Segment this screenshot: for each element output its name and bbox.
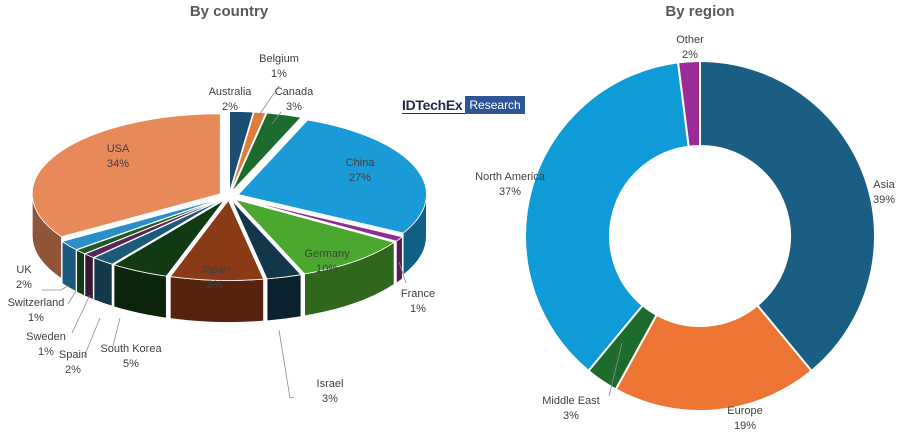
segment-label-north-america: North America 37% (475, 171, 546, 198)
slice-label-sweden: Sweden 1% (26, 331, 66, 358)
pie-slice-france (237, 197, 404, 242)
leader-line-canada (271, 111, 282, 125)
leader-line-middle-east (608, 342, 623, 397)
donut-labels: Asia 39% Europe 19% Middle East 3% North Ameri… (475, 34, 895, 432)
country-pie-chart: Australia 2%Belgium 1% Canada 3% China 27% Fran… (8, 53, 436, 405)
leader-line-belgium (256, 85, 280, 119)
pie-side-switzerland (76, 249, 85, 297)
pie-slice-south-korea (112, 199, 225, 277)
country-chart-title: By country (190, 3, 269, 20)
leader-line-israel (278, 329, 295, 399)
leader-line-sweden (71, 294, 91, 334)
pie-slice-uk (61, 198, 222, 251)
pie-side-walls (31, 193, 427, 323)
idtechex-logo: IDTechEx Research (402, 96, 525, 114)
slice-label-australia: Australia 2% (209, 86, 253, 113)
slice-label-japan: Japan 8% (200, 264, 230, 291)
pie-side-israel (266, 274, 302, 322)
pie-slice-canada (231, 112, 302, 192)
slice-label-uk: UK 2% (16, 264, 32, 291)
pie-labels: Australia 2%Belgium 1% Canada 3% China 27% Fran… (8, 53, 436, 405)
leader-line-france (398, 261, 407, 284)
segment-label-middle-east: Middle East 3% (542, 395, 599, 422)
donut-segment-asia (699, 59, 876, 373)
pie-slice-usa (31, 113, 221, 238)
donut-segment-other (676, 59, 701, 148)
donut-segment-europe (614, 303, 813, 412)
slice-label-china: China 27% (346, 157, 376, 184)
pie-top-faces (31, 111, 427, 281)
slice-label-canada: Canada 3% (275, 86, 314, 113)
donut-segment-north-america (524, 61, 690, 373)
pie-slice-china (237, 119, 427, 234)
segment-label-other: Other 2% (676, 34, 704, 61)
pie-side-sweden (84, 253, 94, 301)
slice-label-spain: Spain 2% (59, 349, 87, 376)
region-chart-title: By region (665, 3, 734, 20)
leader-line-south-korea (112, 317, 121, 347)
segment-label-asia: Asia 39% (873, 179, 896, 206)
leader-line-spain (83, 317, 101, 358)
slice-label-switzerland: Switzerland 1% (8, 297, 65, 324)
slice-label-belgium: Belgium 1% (259, 53, 299, 80)
pie-slice-spain (92, 199, 223, 265)
pie-side-france (395, 236, 403, 284)
pie-side-spain (93, 257, 113, 307)
segment-label-europe: Europe 19% (727, 405, 762, 432)
slice-label-germany: Germany 10% (304, 248, 350, 275)
pie-slice-japan (169, 199, 265, 281)
slice-label-france: France 1% (401, 288, 435, 315)
brand-name: IDTechEx (402, 96, 466, 114)
pie-slice-israel (231, 200, 302, 280)
pie-slice-switzerland (75, 198, 222, 255)
pie-slice-belgium (230, 111, 267, 192)
pie-side-uk (61, 240, 77, 293)
leader-line-uk (42, 285, 69, 291)
slice-label-israel: Israel 3% (317, 378, 344, 405)
brand-tag: Research (465, 96, 525, 114)
leader-line-switzerland (67, 290, 77, 305)
slice-label-usa: USA 34% (107, 143, 130, 170)
pie-slice-australia (229, 111, 254, 192)
slice-label-south-korea: South Korea 5% (100, 343, 162, 370)
region-donut-chart: Asia 39% Europe 19% Middle East 3% North Ameri… (475, 34, 895, 432)
pie-slice-germany (234, 198, 396, 275)
